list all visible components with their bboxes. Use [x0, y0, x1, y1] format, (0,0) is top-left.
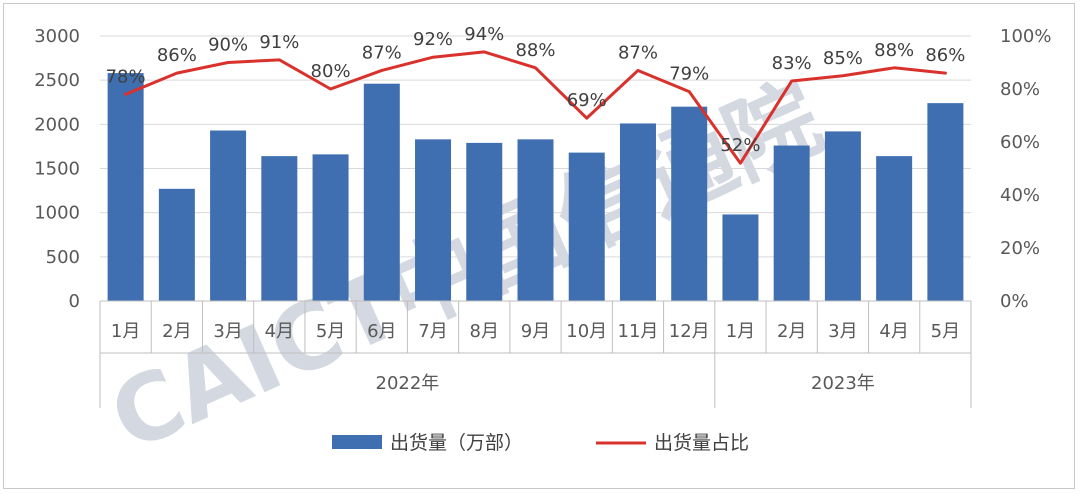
line-data-label: 86%: [157, 45, 197, 66]
x-tick-label: 3月: [213, 321, 242, 342]
line-data-label: 69%: [567, 90, 607, 111]
line-data-label: 79%: [669, 64, 709, 85]
bar: [671, 106, 708, 302]
y-left-tick-label: 3000: [34, 26, 80, 47]
line-data-label: 87%: [618, 42, 658, 63]
bar: [722, 214, 759, 301]
y-right-tick-label: 60%: [1000, 132, 1040, 153]
bar: [363, 83, 400, 301]
line-data-label: 88%: [515, 40, 555, 61]
x-tick-label: 9月: [521, 321, 550, 342]
x-tick-label: 4月: [265, 321, 294, 342]
legend-label-bar: 出货量（万部）: [390, 432, 523, 454]
y-right-tick-label: 0%: [1000, 291, 1029, 312]
y-right-tick-label: 20%: [1000, 238, 1040, 259]
line-data-label: 83%: [772, 53, 812, 74]
line-data-label: 80%: [311, 61, 351, 82]
x-tick-label: 10月: [566, 321, 607, 342]
x-tick-label: 6月: [367, 321, 396, 342]
line-data-label: 86%: [925, 45, 965, 66]
x-tick-label: 3月: [828, 321, 857, 342]
x-group-label: 2022年: [376, 373, 440, 394]
bar-series: [107, 73, 964, 302]
y-left-tick-label: 1000: [34, 203, 80, 224]
bar: [517, 139, 554, 301]
x-tick-label: 1月: [726, 321, 755, 342]
x-tick-label: 5月: [316, 321, 345, 342]
bar: [415, 139, 452, 301]
y-left-tick-label: 2000: [34, 114, 80, 135]
y-left-tick-label: 1500: [34, 159, 80, 180]
bar: [261, 156, 298, 301]
bar: [773, 145, 810, 301]
x-tick-label: 12月: [669, 321, 710, 342]
data-labels: 78% 86% 90% 91% 80% 87% 92% 94% 88% 69% 87% 79% 52% 8…: [106, 24, 966, 156]
y-left-tick-label: 0: [69, 291, 80, 312]
y-left-tick-label: 2500: [34, 70, 80, 91]
line-data-label: 88%: [874, 40, 914, 61]
line-data-label: 52%: [720, 135, 760, 156]
bar: [158, 188, 195, 301]
line-data-label: 90%: [208, 35, 248, 56]
x-tick-label: 7月: [418, 321, 447, 342]
y-right-tick-label: 100%: [1000, 26, 1051, 47]
y-left-tick-label: 500: [46, 247, 80, 268]
x-tick-label: 11月: [618, 321, 659, 342]
legend: 出货量（万部） 出货量占比: [332, 432, 749, 454]
line-data-label: 85%: [823, 48, 863, 69]
x-tick-label: 8月: [470, 321, 499, 342]
line-data-label: 92%: [413, 29, 453, 50]
bar: [107, 73, 144, 301]
x-tick-label: 1月: [111, 321, 140, 342]
y-right-tick-label: 40%: [1000, 185, 1040, 206]
x-tick-label: 4月: [879, 321, 908, 342]
bar: [927, 103, 964, 301]
line-data-label: 91%: [259, 32, 299, 53]
line-data-label: 94%: [464, 24, 504, 45]
share-line: [124, 50, 947, 165]
bar: [876, 156, 913, 301]
bar: [568, 152, 605, 301]
bar: [824, 131, 861, 301]
line-data-label: 87%: [362, 42, 402, 63]
x-tick-label: 5月: [931, 321, 960, 342]
bar: [312, 154, 349, 301]
legend-label-line: 出货量占比: [654, 432, 749, 454]
x-group-label: 2023年: [811, 373, 875, 394]
bar: [466, 142, 503, 301]
line-series: [124, 50, 947, 165]
legend-swatch-bar: [332, 435, 382, 449]
bar: [210, 130, 247, 301]
line-data-label: 78%: [106, 66, 146, 87]
x-tick-label: 2月: [162, 321, 191, 342]
x-tick-label: 2月: [777, 321, 806, 342]
bar: [619, 123, 656, 301]
axes: 0 500 1000 1500 2000 2500 3000 0% 20% 40% 60% 80% 10…: [34, 26, 1051, 408]
y-right-tick-label: 80%: [1000, 79, 1040, 100]
